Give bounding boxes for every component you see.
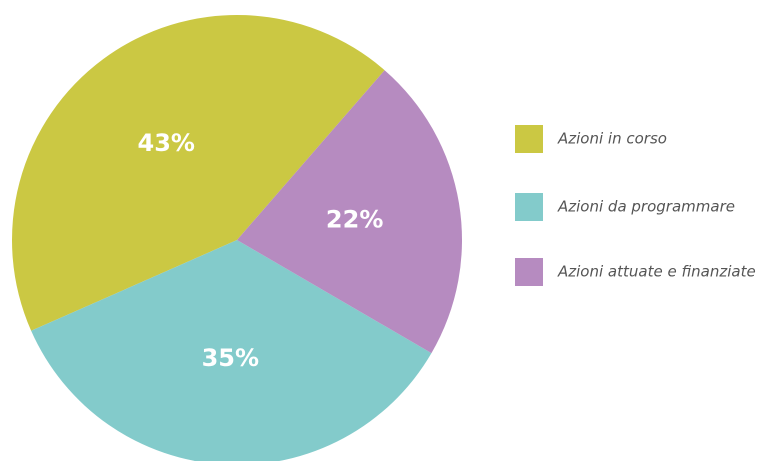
pie-slice bbox=[31, 240, 432, 461]
value-label: 22% bbox=[326, 206, 383, 234]
value-label: 43% bbox=[138, 129, 195, 157]
pie-slice bbox=[237, 70, 462, 354]
legend-swatch bbox=[515, 193, 543, 221]
legend-label: Azioni in corso bbox=[557, 130, 667, 148]
pie-slice bbox=[12, 14, 385, 331]
legend-label: Azioni da programmare bbox=[557, 198, 735, 216]
value-label: 35% bbox=[202, 344, 259, 372]
legend-swatch bbox=[515, 125, 543, 153]
legend-swatch bbox=[515, 258, 543, 286]
legend-label: Azioni attuate e finanziate bbox=[557, 263, 756, 281]
